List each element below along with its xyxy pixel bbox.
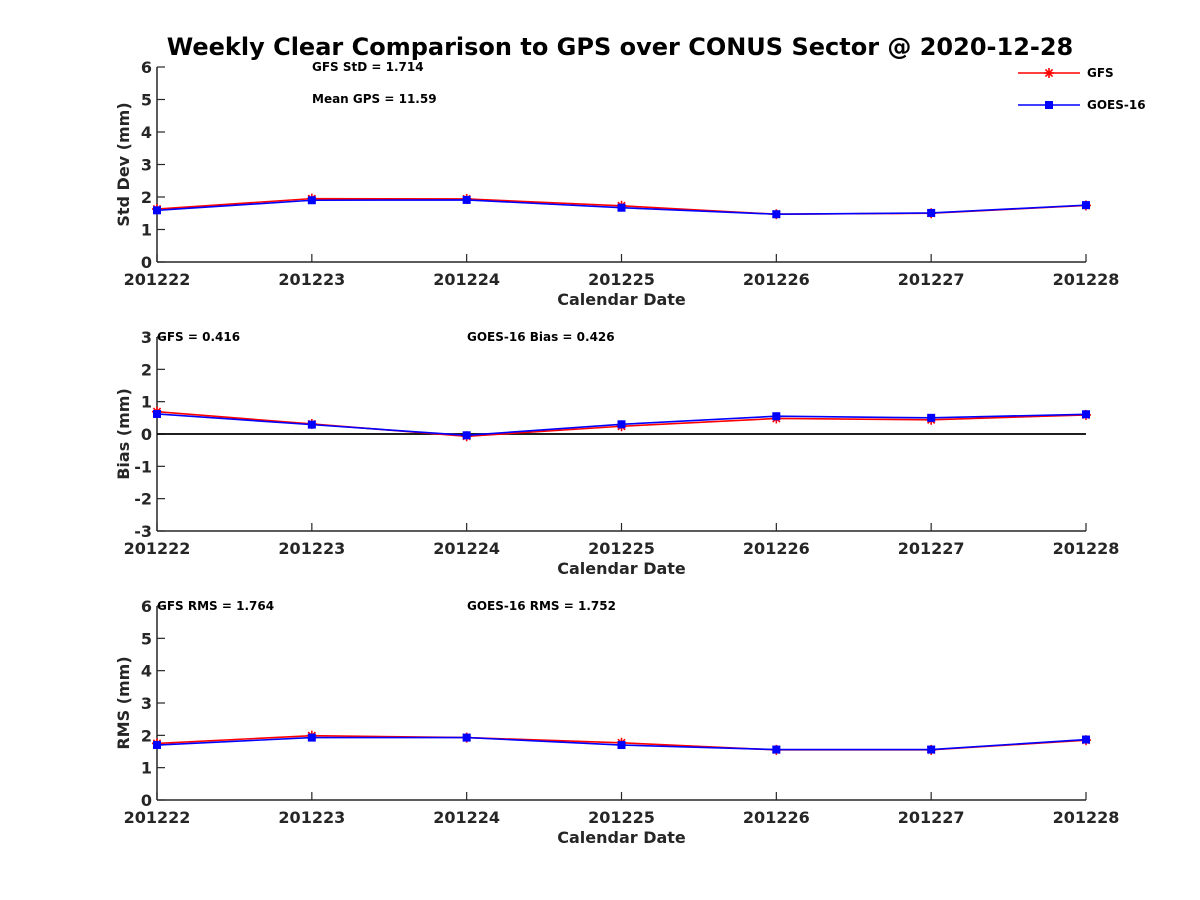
data-point (462, 195, 471, 204)
y-tick-label: 3 (141, 694, 152, 713)
x-axis-label: Calendar Date (557, 559, 686, 578)
legend-label: GFS (1087, 66, 1114, 80)
y-tick-label: 6 (141, 58, 152, 77)
y-tick-label: 1 (141, 393, 152, 412)
x-tick-label: 201225 (588, 270, 655, 289)
x-tick-label: 201228 (1053, 270, 1120, 289)
y-tick-label: 6 (141, 597, 152, 616)
data-point (617, 203, 626, 212)
y-tick-label: -3 (134, 522, 152, 541)
y-tick-label: 5 (141, 629, 152, 648)
y-axis-label: Bias (mm) (114, 388, 133, 480)
chart-title: Weekly Clear Comparison to GPS over CONU… (167, 33, 1074, 61)
legend-item-gfs: GFS (1018, 66, 1114, 80)
y-tick-label: 5 (141, 91, 152, 110)
y-tick-label: 4 (141, 123, 152, 142)
x-tick-label: 201222 (124, 539, 191, 558)
data-point (1082, 410, 1090, 419)
data-point (1082, 735, 1090, 744)
data-point (617, 420, 626, 429)
y-axis-label: Std Dev (mm) (114, 102, 133, 226)
x-tick-label: 201226 (743, 808, 810, 827)
data-point (462, 431, 471, 440)
x-tick-label: 201224 (433, 539, 500, 558)
legend-marker (1044, 68, 1054, 78)
x-tick-label: 201226 (743, 270, 810, 289)
annotation: GFS StD = 1.714 (312, 60, 424, 74)
data-point (153, 206, 161, 215)
data-point (307, 196, 316, 205)
y-tick-label: 2 (141, 360, 152, 379)
data-point (1082, 201, 1090, 210)
annotation: GFS = 0.416 (157, 330, 240, 344)
panel-bias: -3 -2 -1 0 1 2 3 201222 201223 201224 201225 201226… (114, 328, 1119, 578)
y-axis-label: RMS (mm) (114, 656, 133, 749)
y-tick-label: 2 (141, 726, 152, 745)
series-goes-16 (153, 733, 1090, 754)
data-point (927, 745, 936, 754)
y-tick-label: -2 (134, 490, 152, 509)
x-tick-label: 201224 (433, 270, 500, 289)
x-tick-label: 201223 (278, 270, 345, 289)
annotation: GOES-16 RMS = 1.752 (467, 599, 616, 613)
panel-stddev: 0 1 2 3 4 5 6 201222 201223 201224 201225 201226 201… (114, 58, 1119, 309)
x-tick-label: 201224 (433, 808, 500, 827)
x-tick-label: 201227 (898, 539, 965, 558)
data-point (307, 733, 316, 742)
data-point (927, 208, 936, 217)
data-point (153, 741, 161, 750)
annotation: Mean GPS = 11.59 (312, 92, 437, 106)
legend-item-goes-16: GOES-16 (1018, 98, 1146, 112)
x-tick-label: 201227 (898, 270, 965, 289)
data-point (772, 412, 781, 421)
data-point (772, 745, 781, 754)
legend-marker (1045, 101, 1053, 109)
y-tick-label: 0 (141, 425, 152, 444)
x-tick-label: 201222 (124, 270, 191, 289)
x-tick-label: 201225 (588, 808, 655, 827)
panel-rms: 0 1 2 3 4 5 6 201222 201223 201224 201225 201226 201… (114, 597, 1119, 847)
annotation: GFS RMS = 1.764 (157, 599, 274, 613)
x-axis-label: Calendar Date (557, 828, 686, 847)
data-point (772, 210, 781, 219)
series-goes-16 (153, 195, 1090, 219)
x-axis-label: Calendar Date (557, 290, 686, 309)
x-tick-label: 201228 (1053, 808, 1120, 827)
legend-label: GOES-16 (1087, 98, 1146, 112)
y-tick-label: 3 (141, 328, 152, 347)
series-goes-16 (153, 409, 1090, 440)
data-point (927, 413, 936, 422)
data-point (617, 741, 626, 750)
y-tick-label: -1 (134, 457, 152, 476)
annotation: GOES-16 Bias = 0.426 (467, 330, 615, 344)
x-tick-label: 201226 (743, 539, 810, 558)
legend: GFS GOES-16 (1018, 66, 1146, 112)
data-point (153, 409, 161, 418)
x-tick-label: 201225 (588, 539, 655, 558)
y-tick-label: 1 (141, 221, 152, 240)
y-tick-label: 3 (141, 156, 152, 175)
y-tick-label: 0 (141, 791, 152, 810)
y-tick-label: 2 (141, 188, 152, 207)
y-tick-label: 4 (141, 662, 152, 681)
y-tick-label: 1 (141, 759, 152, 778)
x-tick-label: 201223 (278, 539, 345, 558)
x-tick-label: 201227 (898, 808, 965, 827)
x-tick-label: 201228 (1053, 539, 1120, 558)
x-tick-label: 201223 (278, 808, 345, 827)
x-tick-label: 201222 (124, 808, 191, 827)
data-point (462, 733, 471, 742)
data-point (307, 420, 316, 429)
y-tick-label: 0 (141, 253, 152, 272)
